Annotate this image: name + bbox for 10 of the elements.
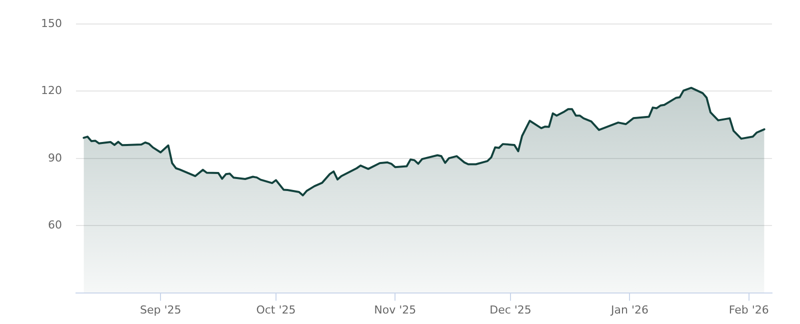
x-tick-label: Sep '25 (140, 303, 182, 316)
x-tick-label: Jan '26 (610, 303, 648, 316)
y-tick-label: 60 (48, 218, 62, 232)
y-tick-label: 120 (41, 84, 62, 98)
x-tick-label: Nov '25 (374, 303, 416, 316)
x-tick-label: Oct '25 (256, 303, 296, 316)
y-tick-label: 90 (48, 151, 62, 164)
x-tick-label: Feb '26 (728, 303, 769, 316)
x-tick-label: Dec '25 (490, 303, 532, 316)
y-tick-label: 150 (41, 16, 62, 30)
